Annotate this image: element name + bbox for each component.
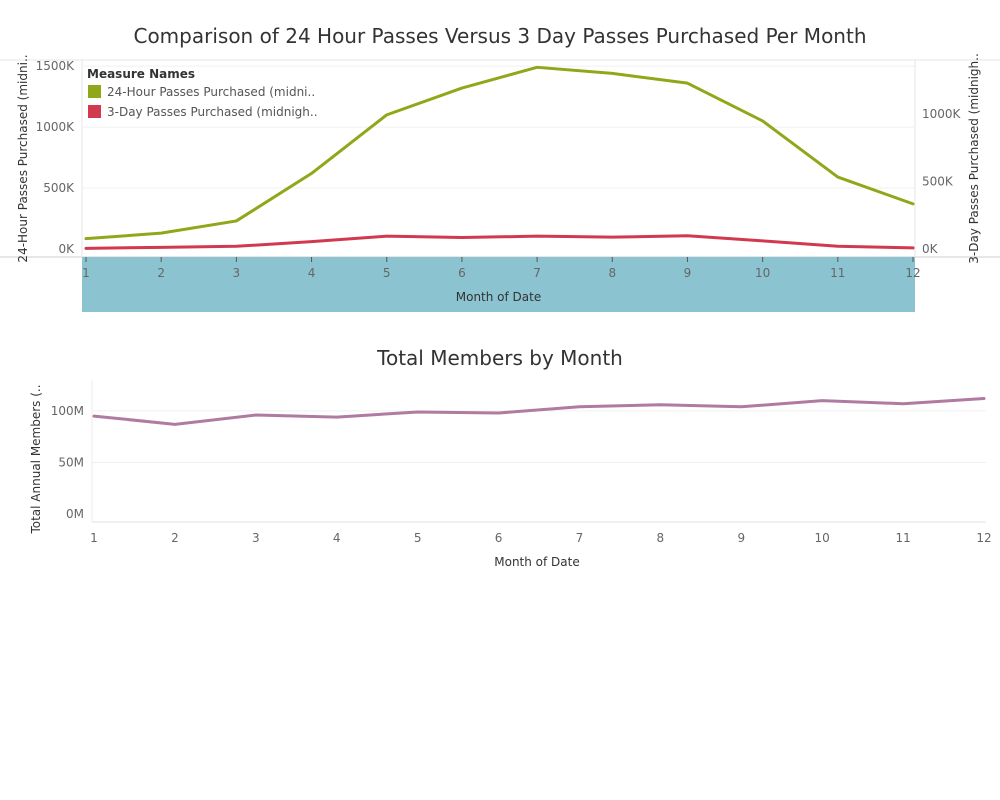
legend-title: Measure Names bbox=[87, 67, 195, 81]
right-tick-label: 500K bbox=[922, 175, 954, 189]
x-tick-label: 8 bbox=[608, 266, 616, 280]
x-tick-label: 2 bbox=[157, 266, 165, 280]
left-tick-label: 1500K bbox=[36, 59, 76, 73]
members-series-line bbox=[92, 397, 986, 426]
x-tick-label: 1 bbox=[90, 531, 98, 545]
y-axis-title: Total Annual Members (.. bbox=[29, 384, 43, 534]
series-line-1 bbox=[84, 234, 915, 250]
x-tick-label: 10 bbox=[755, 266, 770, 280]
y-tick-label: 0M bbox=[66, 507, 84, 521]
x-tick-label: 6 bbox=[495, 531, 503, 545]
x-tick-label: 3 bbox=[233, 266, 241, 280]
y-tick-label: 100M bbox=[51, 404, 84, 418]
x-tick-label: 12 bbox=[976, 531, 991, 545]
x-tick-label: 1 bbox=[82, 266, 90, 280]
right-tick-label: 0K bbox=[922, 242, 939, 256]
x-tick-label: 8 bbox=[657, 531, 665, 545]
x-tick-label: 2 bbox=[171, 531, 179, 545]
x-tick-label: 5 bbox=[414, 531, 422, 545]
legend-label-0: 24-Hour Passes Purchased (midni.. bbox=[107, 85, 315, 99]
x-tick-label: 7 bbox=[576, 531, 584, 545]
y-tick-label: 50M bbox=[58, 455, 84, 469]
passes-chart: 0K 500K 1000K 1500K 0K 500K 1000K 24-Hour Passe… bbox=[0, 53, 1000, 312]
x-tick-label: 10 bbox=[815, 531, 830, 545]
x-axis-title: Month of Date bbox=[456, 290, 542, 304]
x-tick-label: 4 bbox=[308, 266, 316, 280]
left-tick-label: 1000K bbox=[36, 120, 76, 134]
x-tick-label: 11 bbox=[895, 531, 910, 545]
right-tick-label: 1000K bbox=[922, 107, 962, 121]
left-tick-label: 500K bbox=[43, 181, 75, 195]
legend-label-1: 3-Day Passes Purchased (midnigh.. bbox=[107, 105, 318, 119]
x-tick-label: 9 bbox=[684, 266, 692, 280]
left-tick-label: 0K bbox=[58, 242, 75, 256]
left-axis-title: 24-Hour Passes Purchased (midni.. bbox=[16, 54, 30, 262]
series-line-0 bbox=[84, 65, 915, 241]
x-axis-title: Month of Date bbox=[494, 555, 580, 569]
right-axis-title: 3-Day Passes Purchased (midnigh.. bbox=[967, 53, 981, 264]
x-tick-label: 3 bbox=[252, 531, 260, 545]
x-tick-label: 11 bbox=[830, 266, 845, 280]
chart-title-passes: Comparison of 24 Hour Passes Versus 3 Da… bbox=[133, 24, 867, 48]
x-axis-highlight-band bbox=[82, 257, 915, 312]
legend-swatch-1 bbox=[88, 105, 101, 118]
x-tick-label: 4 bbox=[333, 531, 341, 545]
legend-swatch-0 bbox=[88, 85, 101, 98]
chart-title-members: Total Members by Month bbox=[377, 346, 623, 370]
x-tick-label: 9 bbox=[737, 531, 745, 545]
x-tick-label: 5 bbox=[383, 266, 391, 280]
x-tick-label: 12 bbox=[905, 266, 920, 280]
x-tick-label: 6 bbox=[458, 266, 466, 280]
x-tick-label: 7 bbox=[533, 266, 541, 280]
